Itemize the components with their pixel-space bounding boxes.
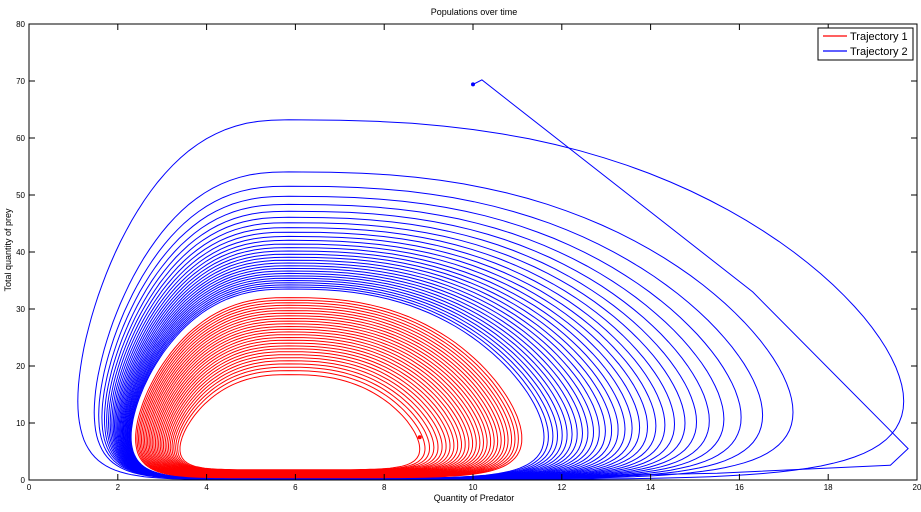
x-tick-label: 8 [382,483,387,492]
series-1-loop [161,342,463,474]
x-tick-label: 0 [27,483,32,492]
series-2-loop [127,277,568,479]
x-tick-label: 12 [557,483,566,492]
x-tick-label: 14 [646,483,655,492]
y-tick-label: 70 [16,77,25,86]
x-tick-label: 18 [824,483,833,492]
y-tick-label: 60 [16,134,25,143]
legend-label-trajectory-1: Trajectory 1 [850,31,908,43]
y-tick-label: 40 [16,248,25,257]
y-axis-title: Total quantity of prey [3,208,13,292]
series-1-loop [171,360,439,472]
series-2-loop [130,288,545,479]
x-tick-label: 4 [204,483,209,492]
y-tick-label: 30 [16,305,25,314]
x-tick-label: 10 [469,483,478,492]
y-tick-label: 0 [21,476,26,485]
series-1-loop [167,354,447,473]
series-1-loop [135,297,523,479]
plot-area [77,79,909,480]
axes: 0 2 4 6 8 10 12 14 16 18 20 0 10 20 30 40 50 60 70 80 [16,20,921,492]
x-tick-label: 6 [293,483,298,492]
series-2-lead-in [288,79,909,480]
series-1 [135,297,523,479]
legend-label-trajectory-2: Trajectory 2 [850,46,908,58]
y-tick-label: 80 [16,20,25,29]
x-tick-label: 20 [913,483,921,492]
series-1-start-point [417,435,422,440]
y-tick-label: 50 [16,191,25,200]
legend-box [817,27,914,61]
series-2-start-point [471,82,475,87]
series-2 [77,79,909,480]
x-tick-label: 2 [116,483,121,492]
y-tick-label: 20 [16,362,25,371]
legend: Trajectory 1 Trajectory 2 [817,27,914,61]
x-tick-label: 16 [735,483,744,492]
series-1-loop [175,366,431,471]
x-axis-title: Quantity of Predator [434,493,515,503]
series-1-loop [151,326,485,476]
y-tick-label: 10 [16,419,25,428]
series-1-loop [177,370,426,471]
chart-title: Populations over time [431,7,518,17]
